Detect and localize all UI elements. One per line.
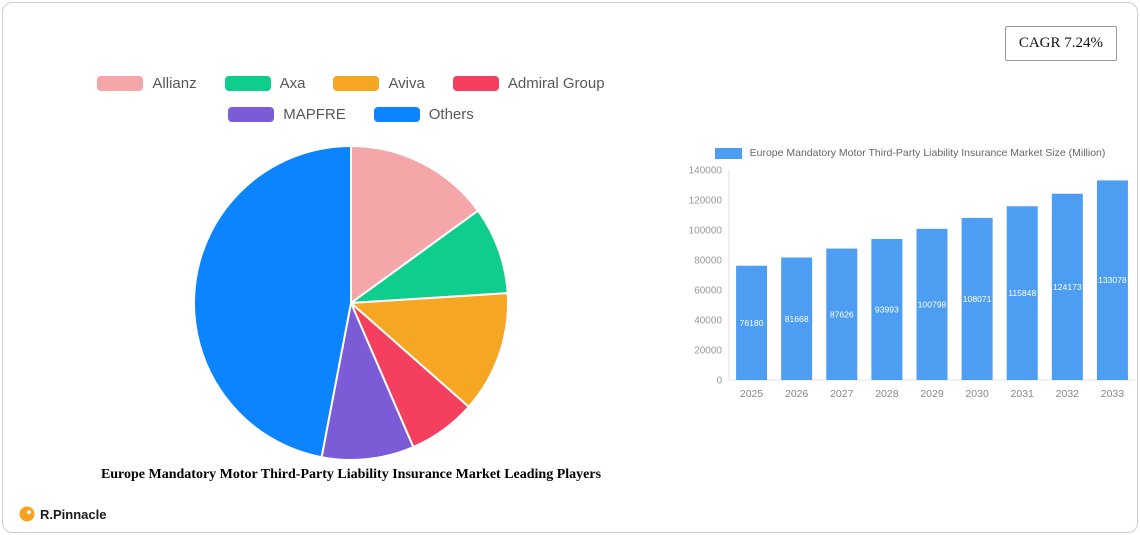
x-tick-label: 2025 (740, 388, 764, 400)
legend-swatch-axa (224, 76, 271, 91)
pie-slice-others (192, 145, 352, 459)
bar-2029 (916, 228, 948, 380)
bar-value-label: 76180 (740, 318, 764, 328)
brand-logo-icon (19, 506, 35, 522)
y-tick-label: 0 (716, 376, 722, 387)
bar-value-label: 93993 (875, 305, 899, 315)
pie-slice-allianz (350, 145, 480, 304)
brand-name: R.Pinnacle (40, 506, 107, 522)
bar-2027 (826, 248, 858, 380)
bar-value-label: 108071 (963, 294, 992, 304)
legend-item-aviva: Aviva (333, 75, 425, 92)
legend-label: Others (428, 106, 474, 123)
legend-item-axa: Axa (224, 75, 306, 92)
legend-swatch-mapfre (228, 107, 275, 122)
pie-chart-title: Europe Mandatory Motor Third-Party Liabi… (100, 467, 602, 482)
bar-value-label: 124173 (1053, 282, 1082, 292)
bar-value-label: 133078 (1098, 275, 1127, 285)
y-tick-label: 60000 (694, 286, 722, 297)
legend-item-allianz: Allianz (97, 75, 197, 92)
pie-legend-row: Allianz Axa Aviva Admiral Group (97, 75, 605, 92)
x-tick-label: 2030 (965, 388, 989, 400)
legend-label: MAPFRE (283, 106, 346, 123)
bar-legend: Europe Mandatory Motor Third-Party Liabi… (679, 147, 1137, 159)
bar-value-label: 87626 (830, 309, 854, 319)
x-tick-label: 2027 (830, 388, 854, 400)
y-tick-label: 120000 (689, 196, 723, 207)
bar-2028 (871, 239, 903, 380)
brand-footer: R.Pinnacle (19, 506, 106, 522)
bar-2030 (961, 217, 993, 380)
legend-label: Admiral Group (507, 75, 605, 92)
legend-label: Aviva (388, 75, 425, 92)
legend-label: Axa (279, 75, 306, 92)
bar-2026 (781, 257, 813, 380)
legend-swatch-allianz (97, 76, 144, 91)
x-tick-label: 2033 (1101, 388, 1125, 400)
bar-2032 (1051, 193, 1083, 380)
x-tick-label: 2026 (785, 388, 809, 400)
y-tick-label: 80000 (694, 256, 722, 267)
y-tick-label: 40000 (694, 316, 722, 327)
cagr-badge: CAGR 7.24% (1004, 26, 1117, 61)
pie-legend: Allianz Axa Aviva Admiral Group MAPFRE Others (41, 75, 661, 123)
bar-2031 (1006, 206, 1038, 380)
x-tick-label: 2031 (1011, 388, 1035, 400)
legend-swatch-aviva (333, 76, 380, 91)
bar-value-label: 81668 (785, 314, 809, 324)
pie-chart (192, 145, 509, 461)
bar-2025 (736, 265, 768, 380)
y-tick-label: 100000 (689, 226, 723, 237)
pie-slice-aviva (350, 292, 509, 408)
legend-item-mapfre: MAPFRE (228, 106, 346, 123)
pie-slice-axa (350, 209, 509, 304)
legend-swatch-admiral-group (452, 76, 499, 91)
y-tick-label: 140000 (689, 166, 723, 177)
bar-legend-swatch (714, 147, 742, 159)
bar-2033 (1096, 180, 1128, 380)
legend-label: Allianz (152, 75, 197, 92)
legend-swatch-others (373, 107, 420, 122)
y-tick-label: 20000 (694, 346, 722, 357)
bar-legend-label: Europe Mandatory Motor Third-Party Liabi… (749, 147, 1106, 159)
bar-value-label: 115848 (1008, 288, 1036, 298)
x-tick-label: 2028 (875, 388, 899, 400)
bar-chart: 0 20000 40000 60000 80000 100000 120000 140000 7… (689, 166, 1135, 400)
bar-chart-section: Europe Mandatory Motor Third-Party Liabi… (679, 147, 1137, 419)
x-tick-label: 2029 (920, 388, 944, 400)
x-tick-label: 2032 (1056, 388, 1080, 400)
bar-value-label: 100798 (918, 299, 947, 309)
legend-item-others: Others (373, 106, 474, 123)
legend-item-admiral-group: Admiral Group (452, 75, 605, 92)
pie-legend-row: MAPFRE Others (228, 106, 474, 123)
